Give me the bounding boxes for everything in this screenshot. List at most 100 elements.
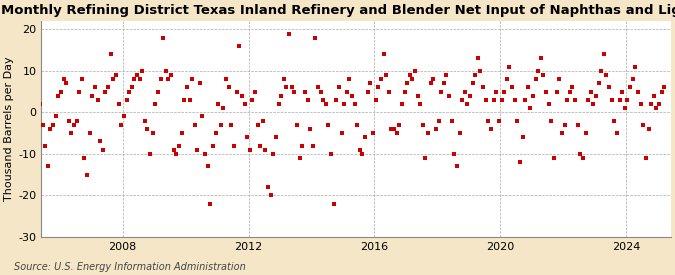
Point	[234, 44, 244, 48]
Point	[310, 35, 321, 40]
Point	[415, 102, 426, 106]
Point	[300, 89, 310, 94]
Point	[179, 98, 190, 102]
Point	[531, 77, 541, 81]
Point	[239, 102, 250, 106]
Point	[577, 156, 588, 160]
Point	[443, 94, 454, 98]
Point	[554, 77, 565, 81]
Point	[659, 85, 670, 90]
Point	[472, 56, 483, 60]
Point	[417, 123, 428, 127]
Point	[392, 131, 402, 135]
Point	[649, 94, 659, 98]
Point	[276, 94, 287, 98]
Title: Monthly Refining District Texas Inland Refinery and Blender Net Input of Naphtha: Monthly Refining District Texas Inland R…	[1, 4, 675, 17]
Point	[194, 81, 205, 86]
Point	[339, 102, 350, 106]
Point	[84, 131, 95, 135]
Point	[481, 98, 491, 102]
Point	[438, 81, 449, 86]
Point	[509, 98, 520, 102]
Point	[213, 102, 223, 106]
Point	[533, 69, 543, 73]
Point	[464, 94, 475, 98]
Point	[336, 131, 347, 135]
Point	[588, 102, 599, 106]
Point	[161, 69, 171, 73]
Point	[397, 102, 408, 106]
Point	[155, 77, 166, 81]
Point	[313, 85, 323, 90]
Point	[378, 52, 389, 56]
Point	[223, 85, 234, 90]
Point	[192, 147, 202, 152]
Point	[491, 89, 502, 94]
Point	[79, 156, 90, 160]
Point	[436, 89, 447, 94]
Point	[202, 164, 213, 168]
Point	[630, 65, 641, 69]
Text: Source: U.S. Energy Information Administration: Source: U.S. Energy Information Administ…	[14, 262, 245, 272]
Point	[486, 127, 497, 131]
Point	[229, 143, 240, 148]
Point	[197, 114, 208, 119]
Point	[289, 89, 300, 94]
Point	[297, 143, 308, 148]
Point	[538, 73, 549, 77]
Point	[150, 102, 161, 106]
Point	[449, 152, 460, 156]
Point	[111, 73, 122, 77]
Point	[446, 119, 457, 123]
Point	[643, 127, 654, 131]
Point	[51, 114, 61, 119]
Point	[596, 69, 607, 73]
Point	[625, 85, 636, 90]
Point	[116, 123, 127, 127]
Point	[92, 98, 103, 102]
Point	[210, 131, 221, 135]
Point	[475, 69, 486, 73]
Point	[371, 98, 381, 102]
Point	[323, 123, 333, 127]
Point	[40, 143, 51, 148]
Point	[441, 73, 452, 77]
Point	[268, 152, 279, 156]
Point	[304, 127, 315, 131]
Point	[354, 147, 365, 152]
Point	[189, 123, 200, 127]
Point	[215, 123, 226, 127]
Point	[254, 143, 265, 148]
Point	[226, 123, 237, 127]
Point	[165, 73, 176, 77]
Point	[638, 123, 649, 127]
Point	[483, 119, 494, 123]
Point	[66, 131, 77, 135]
Point	[512, 119, 522, 123]
Point	[585, 89, 596, 94]
Point	[218, 106, 229, 110]
Point	[252, 123, 263, 127]
Point	[559, 123, 570, 127]
Point	[386, 127, 397, 131]
Point	[525, 106, 536, 110]
Point	[496, 98, 507, 102]
Point	[344, 77, 354, 81]
Point	[53, 94, 63, 98]
Point	[113, 102, 124, 106]
Point	[362, 89, 373, 94]
Point	[593, 81, 604, 86]
Point	[399, 89, 410, 94]
Point	[546, 119, 557, 123]
Point	[108, 77, 119, 81]
Point	[601, 73, 612, 77]
Point	[142, 127, 153, 131]
Point	[63, 119, 74, 123]
Point	[132, 73, 142, 77]
Point	[307, 143, 318, 148]
Point	[221, 77, 232, 81]
Point	[651, 106, 661, 110]
Point	[591, 94, 601, 98]
Point	[357, 152, 368, 156]
Point	[368, 131, 379, 135]
